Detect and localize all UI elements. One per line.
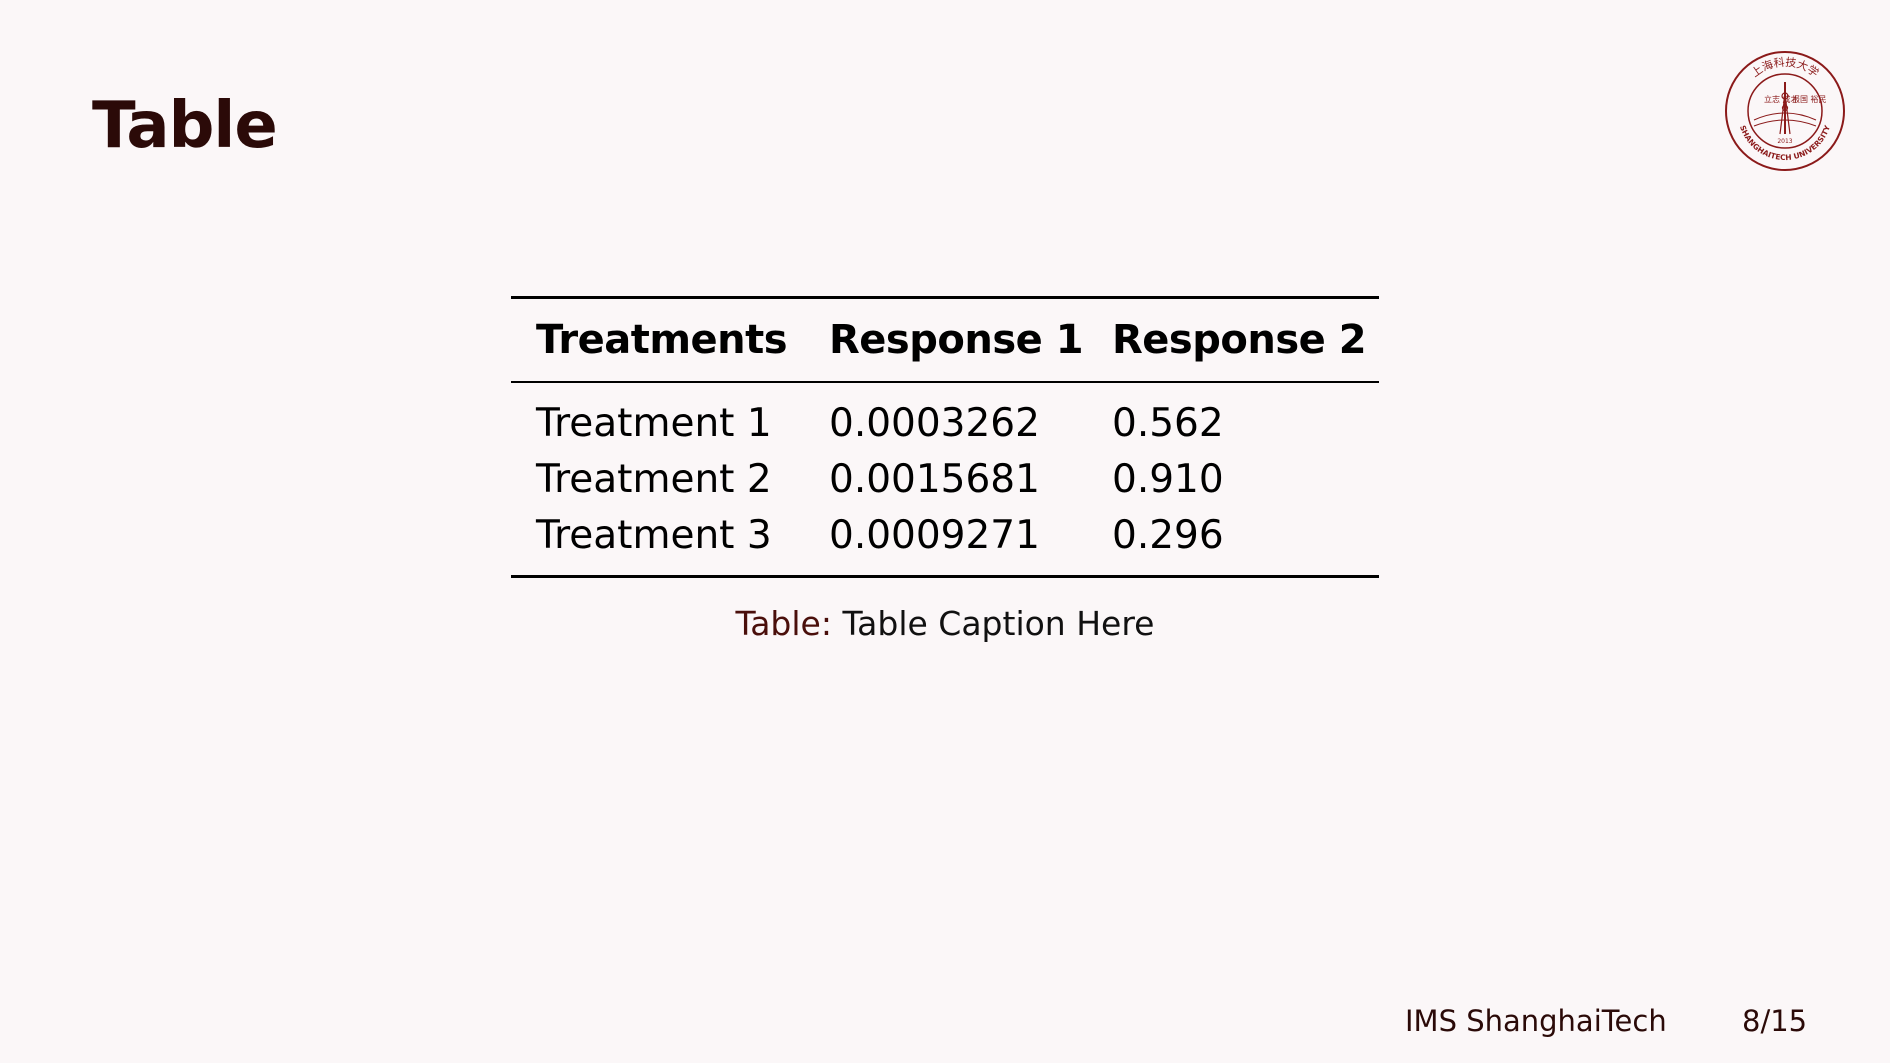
- table-caption: Table: Table Caption Here: [0, 604, 1890, 643]
- slide-title: Table: [92, 89, 278, 163]
- results-table-container: Treatments Response 1 Response 2 Treatme…: [511, 296, 1379, 578]
- cell-response-2: 0.562: [1112, 400, 1224, 446]
- cell-treatment: Treatment 1: [536, 400, 772, 446]
- cell-response-2: 0.296: [1112, 512, 1224, 558]
- caption-text: Table Caption Here: [842, 604, 1155, 643]
- header-response-1: Response 1: [829, 317, 1084, 363]
- results-table: Treatments Response 1 Response 2 Treatme…: [511, 296, 1379, 578]
- header-response-2: Response 2: [1112, 317, 1367, 363]
- cell-response-1: 0.0009271: [829, 512, 1040, 558]
- cell-treatment: Treatment 2: [536, 456, 772, 502]
- table-row: Treatment 1 0.0003262 0.562: [511, 382, 1379, 451]
- shanghaitech-seal-logo: 上海科技大学 SHANGHAITECH UNIVERSITY 立志 成才 报国 …: [1725, 51, 1845, 171]
- footer-page-number: 8/15: [1742, 1004, 1808, 1038]
- footer-organization: IMS ShanghaiTech: [1405, 1004, 1667, 1038]
- logo-right-chars: 报国 裕民: [1792, 94, 1827, 104]
- logo-year: 2013: [1777, 138, 1792, 145]
- cell-response-1: 0.0003262: [829, 400, 1040, 446]
- cell-response-1: 0.0015681: [829, 456, 1040, 502]
- table-row: Treatment 2 0.0015681 0.910: [511, 451, 1379, 507]
- logo-left-chars: 立志 成才: [1764, 94, 1799, 104]
- header-treatments: Treatments: [536, 317, 788, 363]
- cell-response-2: 0.910: [1112, 456, 1224, 502]
- table-header-row: Treatments Response 1 Response 2: [511, 297, 1379, 382]
- table-row: Treatment 3 0.0009271 0.296: [511, 507, 1379, 577]
- cell-treatment: Treatment 3: [536, 512, 772, 558]
- caption-label: Table:: [735, 604, 832, 643]
